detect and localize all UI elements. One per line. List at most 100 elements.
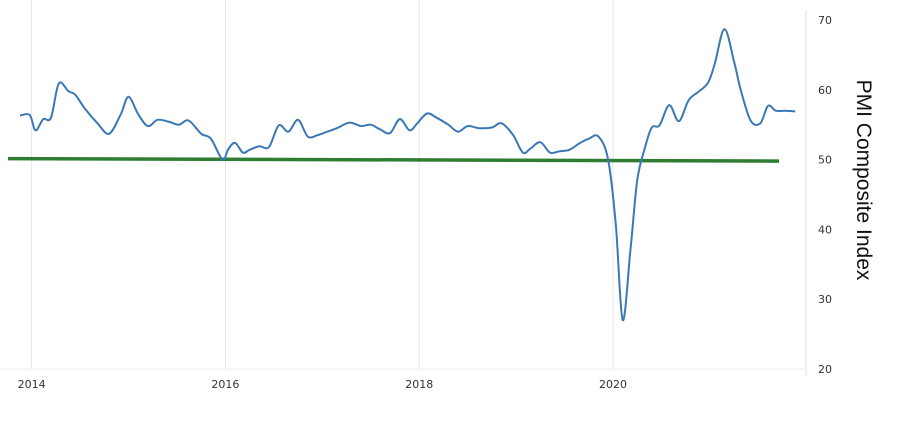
data-point xyxy=(783,108,789,114)
data-point xyxy=(489,125,495,131)
x-tick-label: 2018 xyxy=(405,378,433,391)
data-point xyxy=(266,144,272,150)
data-point xyxy=(305,134,311,140)
data-point xyxy=(738,88,744,94)
data-point xyxy=(397,116,403,122)
data-point xyxy=(276,122,282,128)
data-point xyxy=(757,120,763,126)
data-point xyxy=(315,132,321,138)
data-point xyxy=(557,148,563,154)
y-tick-label: 20 xyxy=(818,363,832,376)
data-point xyxy=(712,61,718,67)
x-axis-ticks: 2014 2016 2018 2020 xyxy=(18,378,627,391)
y-tick-label: 50 xyxy=(818,154,832,167)
data-point xyxy=(613,223,619,229)
vertical-gridlines xyxy=(0,0,807,376)
data-point xyxy=(72,92,78,98)
data-point xyxy=(414,120,420,126)
data-point xyxy=(424,111,430,117)
data-point xyxy=(220,157,226,163)
data-point xyxy=(520,150,526,156)
data-point xyxy=(247,147,253,153)
data-point xyxy=(721,26,727,32)
data-point xyxy=(118,111,124,117)
y-axis-title: PMI Composite Index xyxy=(852,80,875,281)
data-point xyxy=(285,129,291,135)
data-point xyxy=(232,140,238,146)
data-point xyxy=(40,116,46,122)
data-point xyxy=(346,120,352,126)
data-point xyxy=(455,129,461,135)
data-point xyxy=(566,147,572,153)
data-point xyxy=(627,247,633,253)
data-point xyxy=(358,123,364,129)
data-point xyxy=(634,178,640,184)
data-point xyxy=(176,122,182,128)
data-point xyxy=(666,102,672,108)
data-point xyxy=(295,117,301,123)
data-point xyxy=(686,97,692,103)
data-point xyxy=(476,125,482,131)
data-point xyxy=(605,157,611,163)
y-tick-label: 60 xyxy=(818,84,832,97)
data-point xyxy=(126,94,132,100)
y-axis-ticks: 20 30 40 50 60 70 xyxy=(818,14,832,376)
y-tick-label: 40 xyxy=(818,223,832,236)
data-point xyxy=(145,123,151,129)
data-point xyxy=(731,59,737,65)
series-line-0 xyxy=(19,28,796,322)
data-point xyxy=(135,111,141,117)
data-point xyxy=(186,118,192,124)
y-tick-label: 70 xyxy=(818,14,832,27)
x-tick-label: 2016 xyxy=(211,378,239,391)
data-point xyxy=(33,127,39,133)
data-point xyxy=(642,145,648,151)
data-point xyxy=(27,112,33,118)
data-point xyxy=(106,131,112,137)
data-point xyxy=(17,113,23,119)
data-point xyxy=(377,127,383,133)
data-point xyxy=(649,125,655,131)
data-point xyxy=(368,122,374,128)
x-tick-label: 2020 xyxy=(599,378,627,391)
data-point xyxy=(240,150,246,156)
data-point xyxy=(695,89,701,95)
data-point xyxy=(334,125,340,131)
data-point xyxy=(445,122,451,128)
data-point xyxy=(465,123,471,129)
data-point xyxy=(499,120,505,126)
data-point xyxy=(198,131,204,137)
y-tick-label: 30 xyxy=(818,293,832,306)
data-point xyxy=(387,130,393,136)
data-point xyxy=(657,122,663,128)
data-point xyxy=(95,120,101,126)
data-point xyxy=(225,146,231,152)
reference-line-50 xyxy=(7,156,780,163)
data-point xyxy=(528,145,534,151)
series-layer xyxy=(17,26,798,322)
data-point xyxy=(324,129,330,135)
reference-line-layer xyxy=(7,156,780,163)
data-point xyxy=(705,80,711,86)
data-point xyxy=(48,115,54,121)
x-tick-label: 2014 xyxy=(18,378,46,391)
data-point xyxy=(547,150,553,156)
data-point xyxy=(510,132,516,138)
data-point xyxy=(596,134,602,140)
data-point xyxy=(434,115,440,121)
data-point xyxy=(537,139,543,145)
data-point xyxy=(208,136,214,142)
data-point xyxy=(82,106,88,112)
data-point xyxy=(765,103,771,109)
data-point xyxy=(792,108,798,114)
data-point xyxy=(676,118,682,124)
data-point xyxy=(155,117,161,123)
data-point xyxy=(407,127,413,133)
data-point xyxy=(576,141,582,147)
data-point xyxy=(586,136,592,142)
data-point xyxy=(748,118,754,124)
data-point xyxy=(773,108,779,114)
data-point xyxy=(256,143,262,149)
data-point xyxy=(56,81,62,87)
